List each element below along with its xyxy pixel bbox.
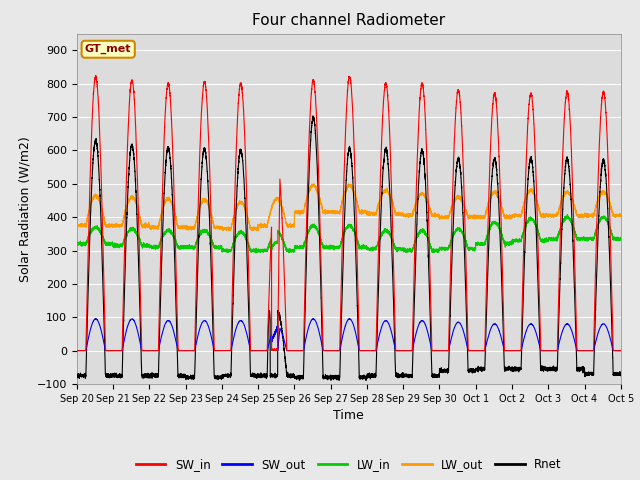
LW_out <box>254 228 262 234</box>
LW_in <box>588 237 595 242</box>
LW_in <box>594 222 602 228</box>
SW_in <box>258 348 266 353</box>
Line: Rnet: Rnet <box>77 116 621 381</box>
Rnet <box>258 373 266 379</box>
LW_out <box>73 223 81 228</box>
SW_in <box>486 162 493 168</box>
Title: Four channel Radiometer: Four channel Radiometer <box>252 13 445 28</box>
SW_out <box>617 348 625 353</box>
SW_in <box>617 348 625 353</box>
LW_out <box>258 223 266 228</box>
X-axis label: Time: Time <box>333 409 364 422</box>
LW_out <box>331 211 339 216</box>
Text: GT_met: GT_met <box>85 44 131 54</box>
Rnet <box>362 378 370 384</box>
SW_out <box>330 348 338 353</box>
SW_out <box>92 316 100 322</box>
Rnet <box>588 370 595 375</box>
LW_out <box>617 212 625 217</box>
LW_out <box>588 213 595 218</box>
Legend: SW_in, SW_out, LW_in, LW_out, Rnet: SW_in, SW_out, LW_in, LW_out, Rnet <box>131 454 566 476</box>
Line: SW_out: SW_out <box>77 319 621 350</box>
LW_out <box>486 196 493 202</box>
LW_in <box>258 248 266 254</box>
SW_in <box>73 348 81 353</box>
Rnet <box>330 374 338 380</box>
LW_out <box>471 213 479 218</box>
LW_in <box>73 241 81 247</box>
Rnet <box>486 213 493 219</box>
SW_out <box>594 331 602 336</box>
Rnet <box>617 372 625 377</box>
SW_out <box>486 328 493 334</box>
Rnet <box>309 113 317 119</box>
SW_out <box>470 348 478 353</box>
Line: LW_out: LW_out <box>77 184 621 231</box>
Line: LW_in: LW_in <box>77 215 621 253</box>
Rnet <box>471 368 479 374</box>
LW_in <box>564 212 572 217</box>
LW_in <box>330 245 338 251</box>
LW_in <box>486 227 493 232</box>
SW_out <box>588 348 595 353</box>
LW_in <box>470 245 478 251</box>
SW_out <box>258 348 266 353</box>
Y-axis label: Solar Radiation (W/m2): Solar Radiation (W/m2) <box>18 136 31 282</box>
LW_out <box>594 197 602 203</box>
LW_in <box>252 250 260 256</box>
Line: SW_in: SW_in <box>77 76 621 350</box>
LW_out <box>310 181 317 187</box>
LW_in <box>617 235 625 241</box>
SW_in <box>92 73 100 79</box>
Rnet <box>73 373 81 379</box>
SW_in <box>470 348 478 353</box>
SW_in <box>588 348 595 353</box>
Rnet <box>594 231 602 237</box>
SW_out <box>73 348 81 353</box>
SW_in <box>330 348 338 353</box>
SW_in <box>594 181 602 187</box>
